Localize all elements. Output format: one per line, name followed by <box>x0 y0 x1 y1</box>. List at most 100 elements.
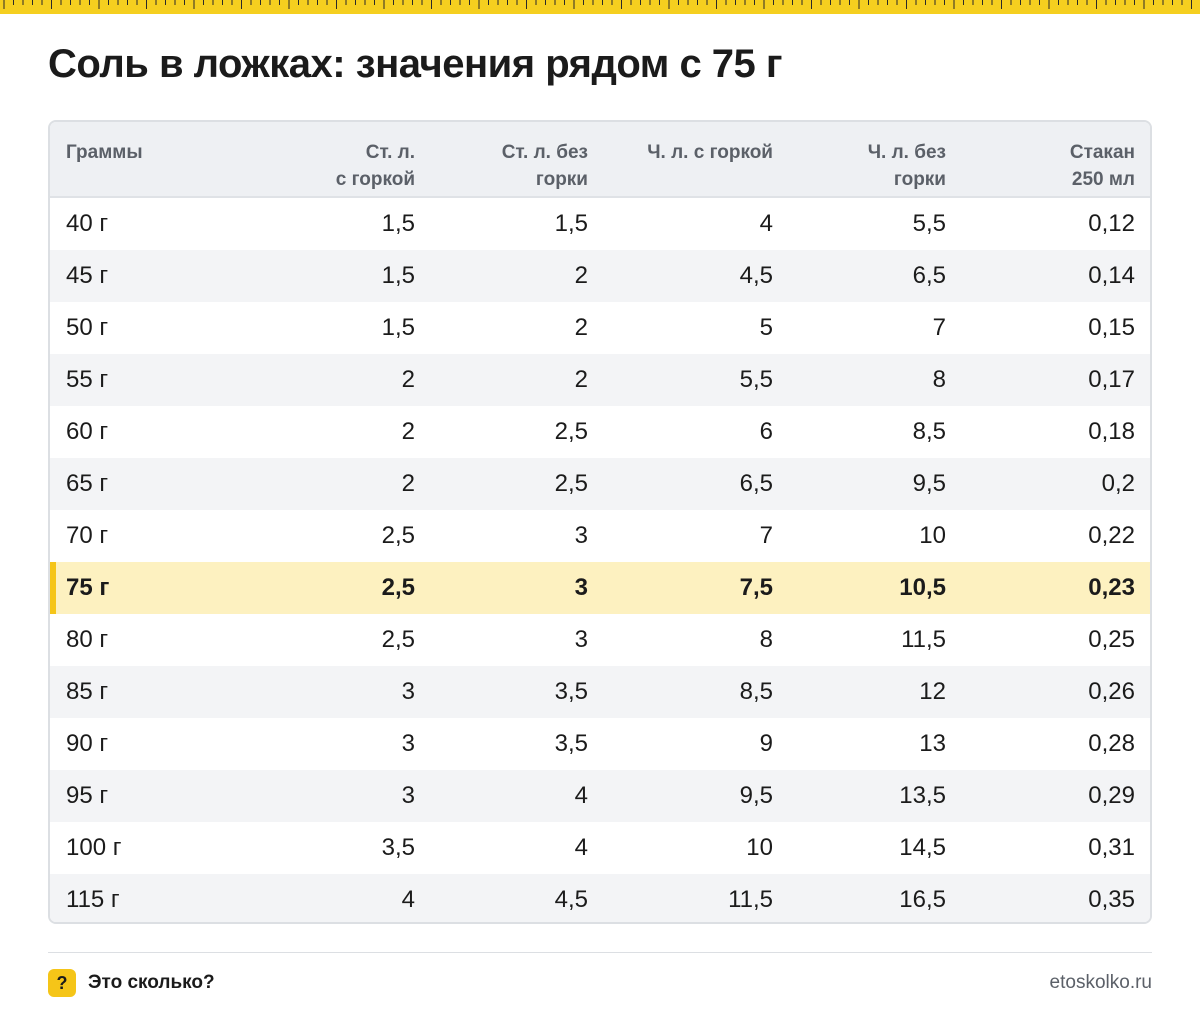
cell-grams: 45 г <box>66 262 109 289</box>
table-row: 115 г 4 4,5 11,5 16,5 0,35 <box>50 874 1150 922</box>
cell-teaspoon-heaped: 4 <box>759 210 773 237</box>
cell-teaspoon-heaped: 4,5 <box>739 262 773 289</box>
table-row: 90 г 3 3,5 9 13 0,28 <box>50 718 1150 770</box>
cell-tablespoon-level: 3 <box>574 574 588 601</box>
footer-divider <box>48 952 1152 953</box>
cell-teaspoon-heaped: 6,5 <box>739 470 773 497</box>
cell-tablespoon-level: 3 <box>574 626 588 653</box>
cell-grams: 85 г <box>66 678 109 705</box>
cell-tablespoon-heaped: 1,5 <box>381 314 415 341</box>
cell-grams: 50 г <box>66 314 109 341</box>
cell-tablespoon-heaped: 3,5 <box>381 834 415 861</box>
cell-tablespoon-heaped: 3 <box>401 782 415 809</box>
cell-teaspoon-heaped: 9 <box>759 730 773 757</box>
cell-tablespoon-level: 3,5 <box>554 678 588 705</box>
table-row: 65 г 2 2,5 6,5 9,5 0,2 <box>50 458 1150 510</box>
cell-tablespoon-level: 2,5 <box>554 418 588 445</box>
cell-grams: 55 г <box>66 366 109 393</box>
cell-tablespoon-heaped: 1,5 <box>381 262 415 289</box>
cell-teaspoon-level: 16,5 <box>899 886 946 913</box>
cell-teaspoon-level: 8,5 <box>912 418 946 445</box>
cell-teaspoon-level: 13 <box>919 730 946 757</box>
cell-glass-250ml: 0,15 <box>1088 314 1135 341</box>
table-row: 40 г 1,5 1,5 4 5,5 0,12 <box>50 198 1150 250</box>
cell-glass-250ml: 0,18 <box>1088 418 1135 445</box>
table-row: 85 г 3 3,5 8,5 12 0,26 <box>50 666 1150 718</box>
cell-glass-250ml: 0,29 <box>1088 782 1135 809</box>
table-row: 100 г 3,5 4 10 14,5 0,31 <box>50 822 1150 874</box>
cell-grams: 115 г <box>66 886 120 913</box>
cell-teaspoon-level: 11,5 <box>901 626 946 653</box>
cell-tablespoon-heaped: 2,5 <box>381 626 415 653</box>
header-tablespoon-heaped: Ст. л. с горкой <box>335 142 415 190</box>
cell-tablespoon-level: 2 <box>574 314 588 341</box>
cell-tablespoon-level: 2 <box>574 262 588 289</box>
table-row: 70 г 2,5 3 7 10 0,22 <box>50 510 1150 562</box>
cell-grams: 70 г <box>66 522 109 549</box>
cell-teaspoon-level: 7 <box>932 314 946 341</box>
brand-name: Это сколько? <box>88 972 215 993</box>
ruler-ticks <box>3 0 1192 9</box>
cell-teaspoon-heaped: 9,5 <box>739 782 773 809</box>
cell-tablespoon-level: 2 <box>574 366 588 393</box>
cell-glass-250ml: 0,31 <box>1088 834 1135 861</box>
footer: ? Это сколько? etoskolko.ru <box>48 969 1152 999</box>
cell-glass-250ml: 0,26 <box>1088 678 1135 705</box>
cell-teaspoon-level: 10 <box>919 522 946 549</box>
cell-tablespoon-heaped: 2 <box>401 470 415 497</box>
cell-teaspoon-heaped: 10 <box>746 834 773 861</box>
cell-glass-250ml: 0,22 <box>1088 522 1135 549</box>
table-header-row: Граммы Ст. л. с горкой Ст. л. без горки Ч.… <box>50 122 1150 198</box>
cell-tablespoon-heaped: 2 <box>401 418 415 445</box>
header-teaspoon-level: Ч. л. без горки <box>867 142 946 190</box>
table-body: 40 г 1,5 1,5 4 5,5 0,12 45 г 1,5 2 4,5 6,5 0,14 50 г… <box>50 198 1150 922</box>
cell-glass-250ml: 0,35 <box>1088 886 1135 913</box>
cell-teaspoon-heaped: 5,5 <box>739 366 773 393</box>
cell-tablespoon-level: 2,5 <box>554 470 588 497</box>
cell-tablespoon-level: 4 <box>574 782 588 809</box>
cell-grams: 100 г <box>66 834 122 861</box>
cell-tablespoon-heaped: 2 <box>401 366 415 393</box>
table-row: 80 г 2,5 3 8 11,5 0,25 <box>50 614 1150 666</box>
header-glass-250ml: Стакан 250 мл <box>1069 142 1135 190</box>
table-row: 95 г 3 4 9,5 13,5 0,29 <box>50 770 1150 822</box>
cell-teaspoon-heaped: 5 <box>759 314 773 341</box>
cell-teaspoon-heaped: 11,5 <box>728 886 773 913</box>
cell-teaspoon-heaped: 8 <box>759 626 773 653</box>
cell-teaspoon-level: 6,5 <box>912 262 946 289</box>
cell-teaspoon-heaped: 7,5 <box>739 574 773 601</box>
cell-teaspoon-level: 9,5 <box>912 470 946 497</box>
cell-tablespoon-heaped: 2,5 <box>381 574 415 601</box>
page-title: Соль в ложках: значения рядом с 75 г <box>48 42 783 86</box>
cell-teaspoon-heaped: 7 <box>759 522 773 549</box>
cell-tablespoon-heaped: 3 <box>401 678 415 705</box>
cell-tablespoon-level: 4 <box>574 834 588 861</box>
cell-tablespoon-heaped: 3 <box>401 730 415 757</box>
cell-tablespoon-level: 3,5 <box>554 730 588 757</box>
cell-tablespoon-level: 3 <box>574 522 588 549</box>
cell-teaspoon-level: 10,5 <box>899 574 946 601</box>
cell-glass-250ml: 0,14 <box>1088 262 1135 289</box>
cell-glass-250ml: 0,23 <box>1088 574 1135 601</box>
question-mark-icon: ? <box>48 969 76 997</box>
cell-teaspoon-level: 5,5 <box>912 210 946 237</box>
cell-grams: 80 г <box>66 626 109 653</box>
cell-grams: 65 г <box>66 470 109 497</box>
table-row: 45 г 1,5 2 4,5 6,5 0,14 <box>50 250 1150 302</box>
table-row: 60 г 2 2,5 6 8,5 0,18 <box>50 406 1150 458</box>
header-tablespoon-level: Ст. л. без горки <box>501 142 588 190</box>
header-teaspoon-heaped: Ч. л. с горкой <box>647 142 773 163</box>
cell-teaspoon-level: 8 <box>932 366 946 393</box>
cell-teaspoon-heaped: 8,5 <box>739 678 773 705</box>
cell-glass-250ml: 0,12 <box>1088 210 1135 237</box>
cell-glass-250ml: 0,25 <box>1088 626 1135 653</box>
cell-tablespoon-heaped: 1,5 <box>381 210 415 237</box>
site-url[interactable]: etoskolko.ru <box>1049 972 1152 993</box>
ruler-decoration <box>0 0 1200 14</box>
cell-tablespoon-level: 1,5 <box>554 210 588 237</box>
cell-teaspoon-level: 14,5 <box>899 834 946 861</box>
conversion-table: Граммы Ст. л. с горкой Ст. л. без горки Ч.… <box>48 120 1152 924</box>
cell-tablespoon-level: 4,5 <box>554 886 588 913</box>
cell-glass-250ml: 0,2 <box>1101 470 1135 497</box>
cell-tablespoon-heaped: 2,5 <box>381 522 415 549</box>
